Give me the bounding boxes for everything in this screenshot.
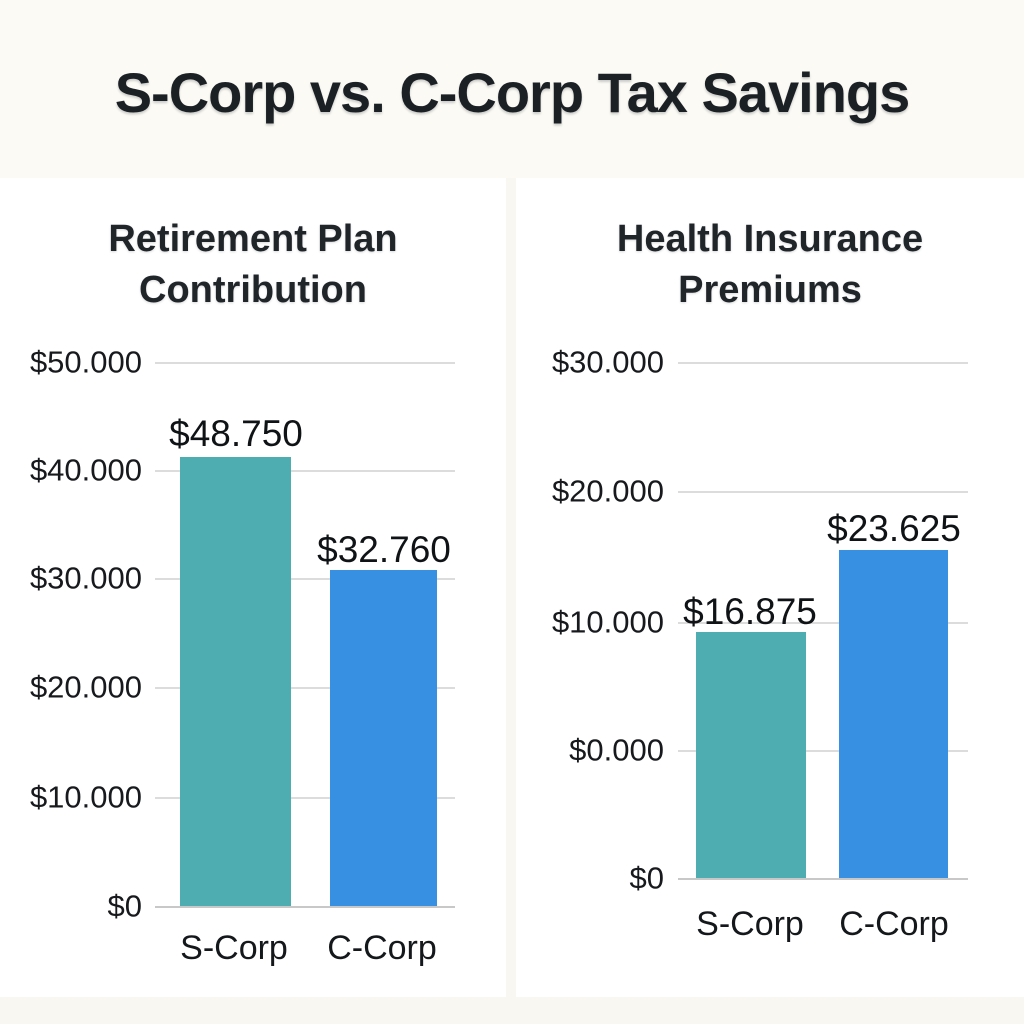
- y-tick-label: $0: [107, 888, 142, 924]
- page-title: S-Corp vs. C-Corp Tax Savings: [114, 61, 911, 124]
- retirement-plan-chart: Retirement Plan Contribution $50.000 $40.…: [0, 178, 506, 997]
- y-tick-label: $20.000: [551, 473, 664, 509]
- chart-title-line1: Retirement Plan: [108, 218, 398, 260]
- y-tick-label: $50.000: [29, 344, 142, 380]
- health-insurance-chart: Health Insurance Premiums $30.000 $20.000…: [516, 178, 1024, 997]
- gridline-0000: [678, 750, 968, 752]
- gridline-20000: [678, 491, 968, 493]
- axis-baseline: [678, 878, 968, 880]
- bar-s-corp: [180, 457, 291, 906]
- bar-value-label: $32.760: [317, 529, 451, 570]
- y-tick-label: $30.000: [29, 560, 142, 596]
- chart-title-health: Health Insurance Premiums: [516, 214, 1024, 316]
- bar-s-corp: [696, 632, 806, 878]
- gridline-10000: [155, 797, 455, 799]
- gridline-10000: [678, 622, 968, 624]
- y-tick-label: $30.000: [551, 344, 664, 380]
- x-tick-label-c-corp: C-Corp: [327, 929, 437, 967]
- chart-title-retirement: Retirement Plan Contribution: [0, 214, 506, 316]
- y-tick-label: $20.000: [29, 669, 142, 705]
- gridline-30000: [155, 578, 455, 580]
- y-tick-label: $40.000: [29, 452, 142, 488]
- gridline-30000: [678, 362, 968, 364]
- chart-title-line2: Premiums: [678, 269, 862, 311]
- header: S-Corp vs. C-Corp Tax Savings: [0, 0, 1024, 178]
- bar-value-label: $48.750: [169, 413, 303, 454]
- x-tick-label-s-corp: S-Corp: [696, 905, 804, 943]
- x-tick-label-c-corp: C-Corp: [839, 905, 949, 943]
- gridline-20000: [155, 687, 455, 689]
- bar-value-label: $16.875: [683, 591, 817, 632]
- bar-c-corp: [330, 570, 437, 906]
- y-tick-label: $0.000: [569, 732, 664, 768]
- axis-baseline: [155, 906, 455, 908]
- y-tick-label: $10.000: [29, 779, 142, 815]
- bar-c-corp: [839, 550, 948, 878]
- chart-title-line2: Contribution: [139, 269, 367, 311]
- chart-title-line1: Health Insurance: [616, 218, 924, 260]
- y-tick-label: $0: [629, 860, 664, 896]
- bar-value-label: $23.625: [827, 508, 961, 549]
- x-tick-label-s-corp: S-Corp: [180, 929, 288, 967]
- gridline-50000: [155, 362, 455, 364]
- gridline-40000: [155, 470, 455, 472]
- y-tick-label: $10.000: [551, 604, 664, 640]
